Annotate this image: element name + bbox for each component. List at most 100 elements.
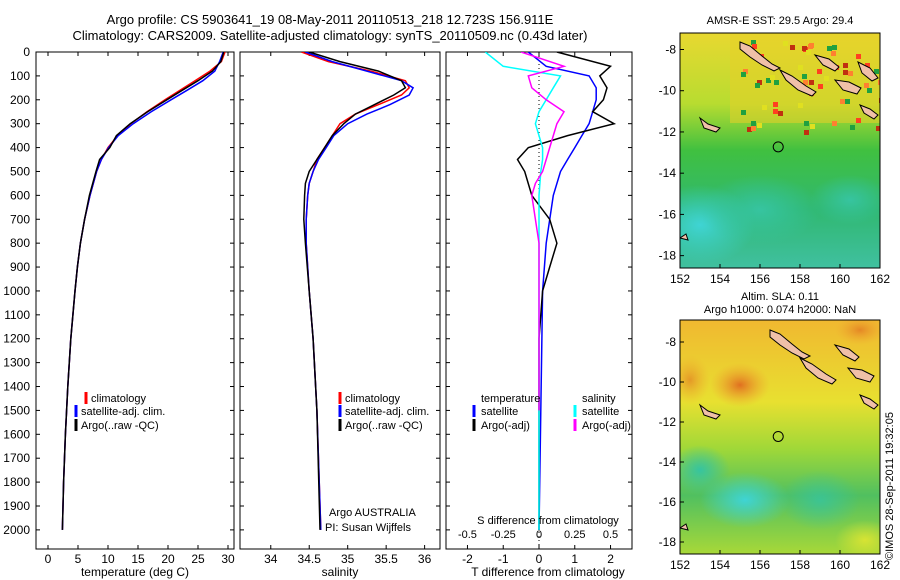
sst-map-frame	[679, 32, 881, 269]
lon-tick-label: 152	[670, 272, 690, 286]
sst-pixel	[856, 118, 861, 123]
legend-argo: Argo(..raw -QC)	[345, 420, 423, 432]
sst-pixel	[832, 45, 837, 50]
lat-tick-label: -16	[659, 207, 677, 221]
depth-tick-label: 1200	[3, 332, 30, 346]
lon-tick-label: 160	[830, 272, 850, 286]
sst-pixel	[843, 70, 848, 75]
depth-tick-label: 700	[10, 212, 30, 226]
salinity-panel: 34 34.5 35 35.5 36 salinity climatology sate…	[239, 51, 441, 579]
sst-pixel	[804, 130, 809, 135]
depth-tick-label: 100	[10, 69, 30, 83]
sst-pixel	[773, 109, 778, 114]
island	[833, 79, 862, 95]
x-tick-label: 34.5	[298, 552, 322, 566]
depth-tick-label: 1600	[3, 427, 30, 441]
temperature-xlabel: temperature (deg C)	[81, 565, 189, 579]
island	[769, 329, 812, 360]
difference-line-s-argo-adj-	[520, 52, 567, 411]
x-tick-label: 20	[161, 552, 175, 566]
lon-tick-label: 154	[710, 558, 730, 572]
depth-tick-label: 2000	[3, 523, 30, 537]
island	[833, 344, 860, 362]
x-tick-label: 0	[45, 552, 52, 566]
sla-map-frame	[679, 319, 881, 555]
sla-map-field	[680, 320, 880, 554]
coastlines	[680, 329, 879, 531]
lat-tick-label: -12	[659, 125, 677, 139]
difference-legend: temperature satellite Argo(-adj) salinit…	[472, 393, 631, 432]
depth-tick-label: 1700	[3, 451, 30, 465]
sst-pixel	[832, 121, 837, 126]
sst-pixel	[803, 80, 808, 85]
temperature-lines	[61, 52, 226, 530]
sst-pixel	[757, 80, 762, 85]
s-difference-ticks: -0.5 -0.25 0 0.25 0.5	[458, 529, 618, 541]
island	[778, 68, 817, 97]
salinity-xlabel: salinity	[322, 565, 359, 579]
sst-map-axes: 152 154 156 158 160 162 -8 -10 -12 -14 -16 -18	[659, 42, 891, 286]
s-difference-label: S difference from climatology	[477, 515, 619, 527]
island	[813, 54, 840, 72]
sst-pixel	[824, 76, 829, 81]
lat-tick-label: -10	[659, 375, 677, 389]
sst-pixel	[770, 75, 775, 80]
temperature-axes-frame	[35, 51, 235, 550]
coastlines	[680, 41, 879, 241]
x-tick-label: 5	[75, 552, 82, 566]
legend-temperature-title: temperature	[481, 393, 540, 405]
depth-tick-label: 900	[10, 260, 30, 274]
sst-pixel	[783, 41, 788, 46]
lon-tick-label: 154	[710, 272, 730, 286]
x-tick-label: 2	[607, 552, 614, 566]
salinity-legend: climatology satellite-adj. clim. Argo(..…	[338, 392, 429, 432]
lat-tick-label: -14	[659, 455, 677, 469]
sla-map-title-2: Argo h1000: 0.074 h2000: NaN	[703, 304, 857, 316]
profile-title: Argo profile: CS 5903641_19 08-May-2011 …	[106, 12, 554, 27]
x-tick-label: 15	[131, 552, 145, 566]
depth-tick-label: 1100	[4, 308, 30, 322]
temperature-panel: 0100200300400500600700800900100011001200…	[3, 45, 235, 579]
lat-tick-label: -18	[659, 535, 677, 549]
legend-climatology: climatology	[91, 393, 147, 405]
sst-cool-patch	[700, 175, 820, 245]
depth-tick-label: 800	[10, 236, 30, 250]
sst-pixel	[751, 126, 756, 131]
salinity-lines	[301, 52, 415, 530]
sst-pixel	[757, 123, 762, 128]
s-tick-label: -0.5	[458, 529, 477, 541]
depth-tick-label: 1400	[3, 380, 30, 394]
sst-pixel	[751, 40, 756, 45]
depth-tick-label: 300	[10, 117, 30, 131]
sst-pixel	[741, 72, 746, 77]
island	[858, 104, 879, 120]
lon-tick-label: 162	[870, 558, 890, 572]
sla-mid-patch	[835, 520, 880, 554]
sla-high-patch	[680, 355, 710, 405]
sst-pixel	[864, 83, 869, 88]
sst-map-field	[680, 33, 880, 268]
sst-pixel	[802, 46, 807, 51]
sla-low-patch	[680, 445, 730, 495]
legend-t-argo: Argo(-adj)	[481, 420, 530, 432]
lat-tick-label: -16	[659, 495, 677, 509]
legend-t-satellite: satellite	[481, 406, 518, 418]
legend-argo: Argo(..raw -QC)	[81, 420, 159, 432]
depth-tick-label: 600	[10, 188, 30, 202]
lat-tick-label: -10	[659, 84, 677, 98]
sst-cool-patch	[810, 175, 880, 225]
sst-pixel	[752, 44, 757, 49]
sla-low-patch	[780, 470, 860, 530]
x-tick-label: 1	[571, 552, 578, 566]
difference-x-axis: -2 -1 0 1 2	[462, 52, 614, 566]
sla-map-title-1: Altim. SLA: 0.11	[740, 291, 820, 303]
x-tick-label: 25	[191, 552, 205, 566]
salinity-line-argo	[303, 52, 407, 530]
island	[680, 233, 689, 241]
island	[698, 403, 721, 420]
sst-pixel	[876, 126, 880, 131]
difference-line-t-satellite	[527, 52, 597, 530]
sst-pixel	[845, 99, 850, 104]
x-tick-label: 34	[264, 552, 278, 566]
sst-pixel	[741, 110, 746, 115]
